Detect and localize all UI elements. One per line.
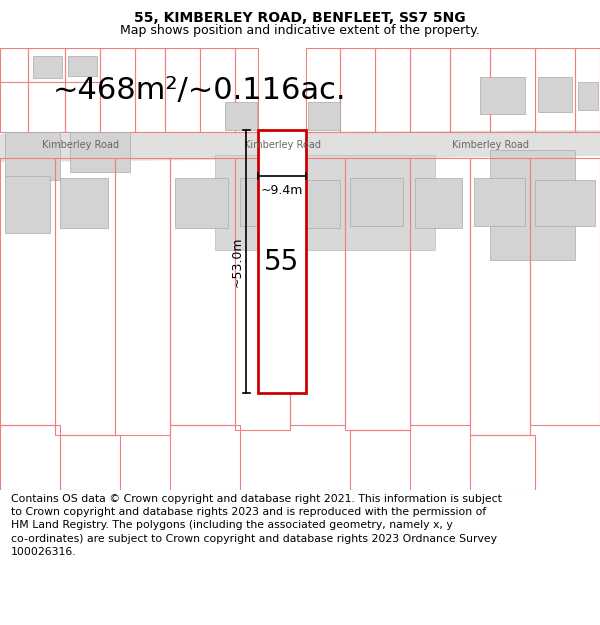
Bar [474,178,525,226]
Bar [490,48,535,132]
Bar [0,158,55,425]
Bar [115,158,170,435]
Bar [410,158,470,425]
Bar [295,180,340,228]
Bar [100,48,135,132]
Text: Kimberley Road: Kimberley Road [452,140,529,150]
Text: ~468m²/~0.116ac.: ~468m²/~0.116ac. [53,76,347,104]
Bar [306,48,340,132]
Bar [170,425,240,490]
Bar [235,158,290,430]
Bar [450,48,490,132]
Bar [175,178,228,228]
Bar [5,132,60,180]
Bar [28,48,65,132]
Bar [535,48,575,132]
Bar [258,130,306,393]
Bar [5,176,50,233]
Bar [415,178,462,228]
Bar [470,158,530,435]
Bar [0,425,60,490]
Text: Map shows position and indicative extent of the property.: Map shows position and indicative extent… [120,24,480,38]
Bar [200,48,235,132]
Bar [480,77,525,114]
Bar [490,150,575,260]
Bar [530,158,600,425]
Bar [235,48,258,132]
Text: ~53.0m: ~53.0m [230,236,244,287]
Bar [68,56,97,76]
Bar [70,132,130,172]
Bar [135,48,165,132]
Bar [308,102,340,130]
Text: 55, KIMBERLEY ROAD, BENFLEET, SS7 5NG: 55, KIMBERLEY ROAD, BENFLEET, SS7 5NG [134,11,466,24]
Bar [60,435,120,490]
Bar [578,82,598,110]
Bar [0,48,28,132]
Bar [470,435,535,490]
Bar [350,430,410,490]
Bar [375,48,410,132]
Text: 55: 55 [265,248,299,276]
Text: Kimberley Road: Kimberley Road [244,140,320,150]
Bar [240,178,285,226]
Bar [170,158,235,425]
Bar [65,48,100,132]
Polygon shape [0,130,600,162]
Bar [33,56,62,78]
Bar [575,48,600,132]
Bar [165,48,200,132]
Bar [410,48,450,132]
Bar [345,158,410,430]
Bar [225,102,257,130]
Text: Kimberley Road: Kimberley Road [41,140,119,150]
Bar [340,48,375,132]
Bar [215,155,435,250]
Bar [290,158,345,425]
Text: Contains OS data © Crown copyright and database right 2021. This information is : Contains OS data © Crown copyright and d… [11,494,502,557]
Bar [60,178,108,228]
Bar [55,158,115,435]
Text: ~9.4m: ~9.4m [261,184,303,196]
Bar [535,180,595,226]
Bar [350,178,403,226]
Bar [538,77,572,112]
